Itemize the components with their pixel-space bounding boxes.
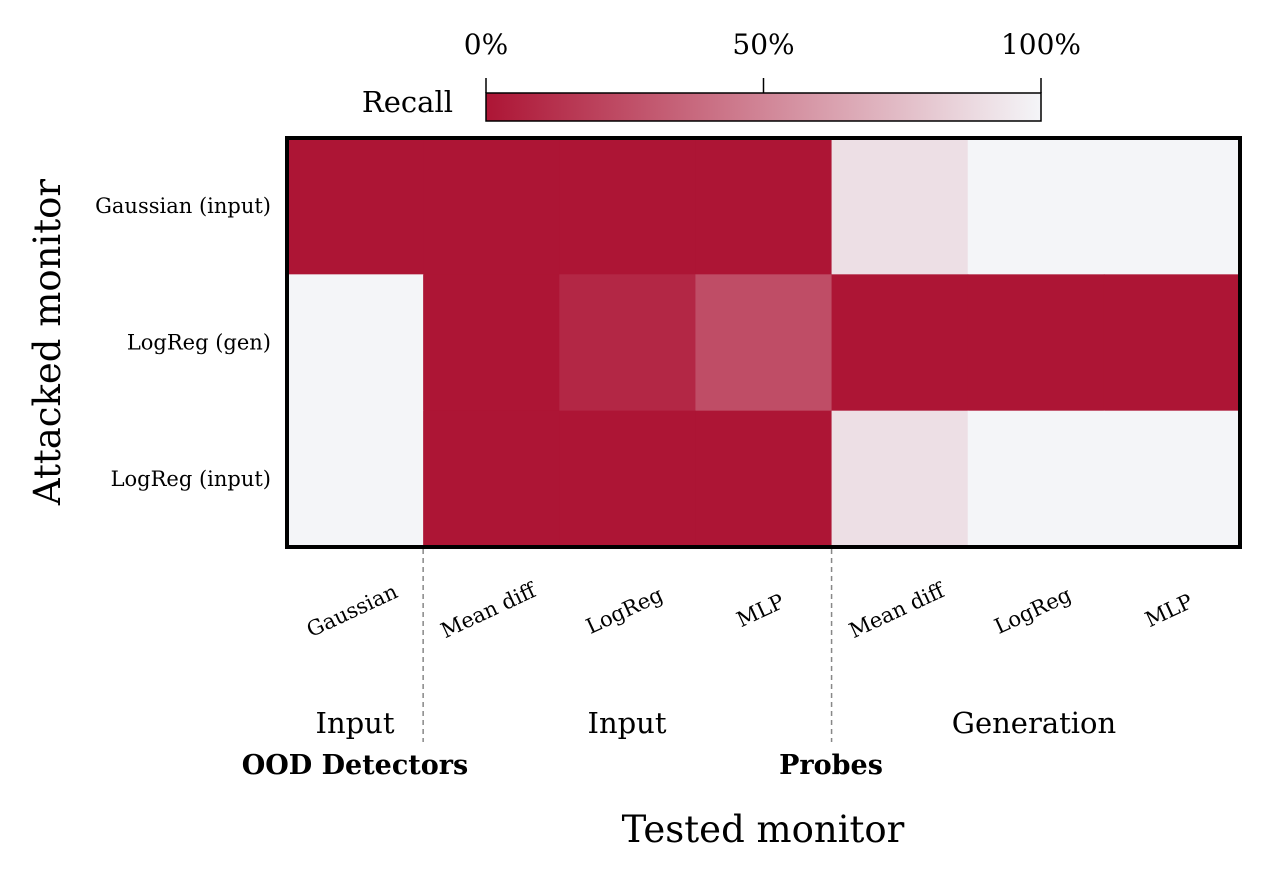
heatmap-cell <box>695 138 833 275</box>
heatmap-cell <box>423 274 560 412</box>
colorbar-label: Recall <box>362 85 453 119</box>
column-label: LogReg <box>991 583 1075 639</box>
group-sublabel-probes-input: Input <box>587 706 666 740</box>
heatmap-cell <box>695 274 833 412</box>
heatmap-cell <box>1103 138 1241 275</box>
heatmap-cell <box>831 410 969 548</box>
heatmap-cell <box>559 410 697 548</box>
heatmap-cell <box>967 410 1105 548</box>
heatmap-cell <box>1103 410 1241 548</box>
column-label: Gaussian <box>303 579 401 642</box>
heatmap-cell <box>559 274 697 412</box>
column-label: Mean diff <box>846 577 950 643</box>
heatmap-cell <box>967 274 1105 412</box>
y-axis-title: Attacked monitor <box>26 179 69 507</box>
row-labels: Gaussian (input) LogReg (gen) LogReg (inpu… <box>95 194 271 491</box>
colorbar-tick-label: 100% <box>1001 28 1081 61</box>
row-label: LogReg (input) <box>111 467 271 491</box>
row-label: LogReg (gen) <box>127 331 271 355</box>
heatmap-cells <box>287 138 1241 548</box>
heatmap-cell <box>1103 274 1241 412</box>
heatmap-cell <box>559 138 697 275</box>
column-labels: Gaussian Mean diff LogReg MLP Mean diff LogRe… <box>303 577 1196 643</box>
group-label-probes: Probes <box>779 750 883 781</box>
heatmap-cell <box>831 274 969 412</box>
x-axis-title: Tested monitor <box>622 808 905 851</box>
column-label: LogReg <box>582 583 666 639</box>
column-label: MLP <box>733 589 788 632</box>
heatmap-cell <box>423 410 560 548</box>
heatmap-frame <box>285 136 1242 549</box>
group-sublabel-ood-input: Input <box>315 706 394 740</box>
colorbar-tick-label: 50% <box>732 28 794 61</box>
group-sublabel-probes-generation: Generation <box>952 706 1116 740</box>
colorbar-tick-label: 0% <box>464 28 508 61</box>
heatmap-cell <box>423 138 560 275</box>
colorbar-gradient <box>485 92 1042 122</box>
column-label: Mean diff <box>437 577 541 643</box>
heatmap-cell <box>695 410 833 548</box>
group-label-ood-detectors: OOD Detectors <box>242 750 468 781</box>
heatmap-cell <box>287 274 424 412</box>
heatmap-cell <box>967 138 1105 275</box>
colorbar: Recall 0% 50% 100% <box>362 28 1081 122</box>
column-label: MLP <box>1141 589 1196 632</box>
heatmap-cell <box>287 138 424 275</box>
row-label: Gaussian (input) <box>95 194 271 218</box>
heatmap-cell <box>831 138 969 275</box>
heatmap-cell <box>287 410 424 548</box>
